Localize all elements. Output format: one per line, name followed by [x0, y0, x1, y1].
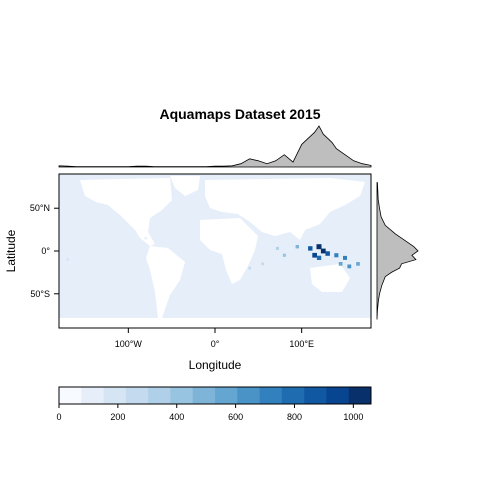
colorbar-tick-label: 1000	[343, 412, 363, 422]
hotspot-cell	[248, 266, 251, 270]
colorbar-tick-label: 600	[228, 412, 243, 422]
right-marginal-area	[376, 182, 419, 320]
hotspot-cell	[282, 253, 286, 257]
colorbar-segment	[326, 387, 350, 404]
top-marginal-density	[58, 125, 372, 168]
colorbar-segment	[215, 387, 238, 404]
hotspot-cell	[338, 262, 343, 266]
hotspot-cell	[320, 248, 326, 254]
colorbar-tick-label: 0	[56, 412, 61, 422]
x-axis: 100°W 0° 100°E	[115, 328, 314, 349]
map-panel	[58, 173, 372, 329]
hotspot-cell	[325, 251, 330, 256]
colorbar-segment	[192, 387, 216, 404]
colorbar-segment	[237, 387, 260, 404]
y-tick-label: 50°N	[30, 203, 50, 213]
hotspot-cell	[356, 262, 360, 266]
y-tick-label: 50°S	[30, 289, 50, 299]
hotspot-cell	[261, 262, 264, 266]
x-tick-label: 100°E	[289, 339, 314, 349]
hotspot-cell	[316, 244, 322, 250]
land-australia	[310, 264, 350, 292]
colorbar-segment	[304, 387, 327, 404]
hotspot-cell	[316, 255, 322, 260]
colorbar-segment	[125, 387, 149, 404]
top-marginal-area	[58, 125, 372, 168]
land-south-america	[146, 246, 185, 318]
land-eurasia	[205, 178, 365, 240]
hotspot-cell	[343, 255, 347, 260]
colorbar-segment	[81, 387, 104, 404]
colorbar-tick-label: 200	[110, 412, 125, 422]
land-antarctica	[59, 318, 371, 328]
hotspot-cell	[295, 245, 299, 249]
colorbar-tick-label: 400	[169, 412, 184, 422]
hotspot-cell	[275, 246, 279, 250]
hotspot-cell	[144, 237, 147, 240]
chart-title: Aquamaps Dataset 2015	[159, 106, 320, 122]
colorbar-tick-label: 800	[287, 412, 302, 422]
y-axis: 50°N 0° 50°S	[30, 203, 59, 299]
colorbar-segment	[59, 387, 82, 404]
x-axis-label: Longitude	[189, 358, 242, 372]
species-hotspots	[66, 237, 360, 270]
land-north-america	[80, 178, 172, 232]
colorbar-segment	[148, 387, 171, 404]
colorbar-segment	[348, 387, 372, 404]
hotspot-cell	[312, 252, 317, 258]
y-axis-label: Latitude	[4, 229, 18, 272]
x-tick-label: 100°W	[115, 339, 143, 349]
hotspot-cell	[347, 264, 352, 269]
colorbar: 0 200 400 600 800 1000	[56, 386, 372, 422]
colorbar-segment	[259, 387, 283, 404]
colorbar-segment	[281, 387, 305, 404]
colorbar-segment	[170, 387, 194, 404]
land-africa	[200, 218, 258, 284]
hotspot-cell	[334, 253, 339, 258]
land-greenland	[170, 176, 200, 196]
colorbar-border	[58, 386, 372, 405]
hotspot-cell	[66, 258, 69, 261]
x-tick-label: 0°	[211, 339, 220, 349]
colorbar-segment	[103, 387, 127, 404]
hotspot-cell	[308, 246, 313, 251]
land-masses	[59, 176, 371, 328]
y-tick-label: 0°	[41, 246, 50, 256]
right-marginal-density	[376, 182, 419, 320]
